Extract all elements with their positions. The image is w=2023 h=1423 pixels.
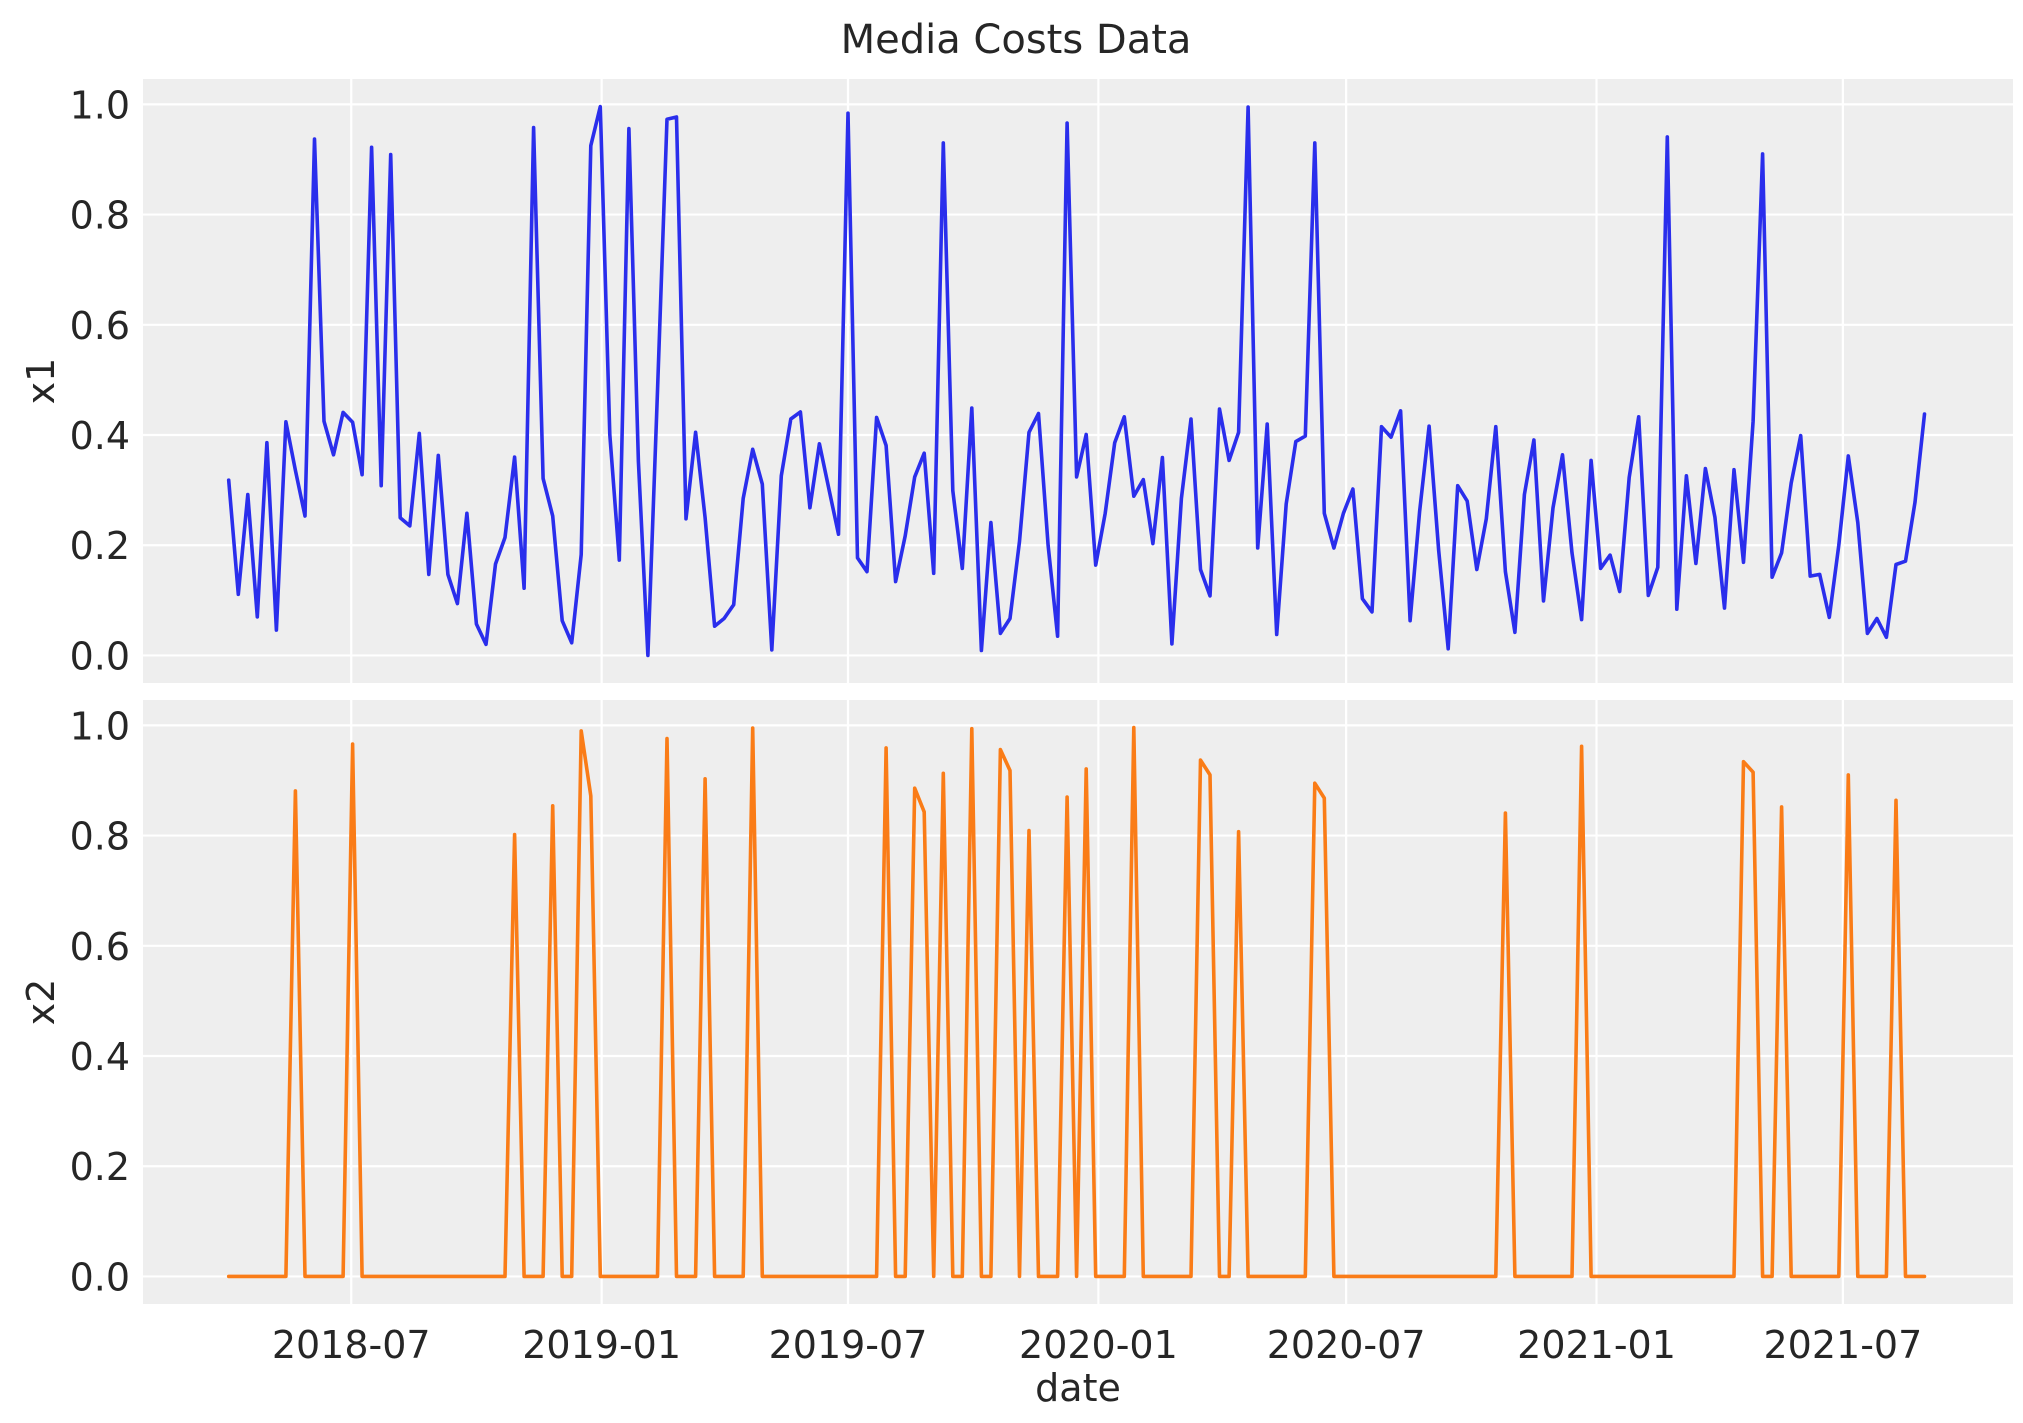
series-line-x1 <box>226 104 1927 658</box>
y-tick-label: 0.4 <box>70 1035 130 1079</box>
y-axis-label: x2 <box>19 979 63 1026</box>
panel-x1: 0.0 0.2 0.4 0.6 0.8 1.0 x1 <box>19 79 2013 683</box>
x-tick-label: 2020-07 <box>1267 1323 1426 1367</box>
x-tick-label: 2018-07 <box>272 1323 431 1367</box>
x-tick-label: 2020-01 <box>1019 1323 1178 1367</box>
y-axis-label: x1 <box>19 358 63 405</box>
chart-title: Media Costs Data <box>841 17 1192 63</box>
y-tick-label: 1.0 <box>70 83 130 127</box>
y-tick-label: 0.6 <box>70 925 130 969</box>
x-tick-label: 2019-01 <box>522 1323 681 1367</box>
y-tick-label: 0.6 <box>70 304 130 348</box>
x-tick-label: 2019-07 <box>769 1323 928 1367</box>
y-tick-label: 0.8 <box>70 815 130 859</box>
data-points-x1 <box>228 106 1925 656</box>
x-axis-label: date <box>1035 1366 1121 1410</box>
plot-background <box>143 79 2013 683</box>
y-tick-label: 0.4 <box>70 414 130 458</box>
y-tick-label: 0.2 <box>70 1145 130 1189</box>
data-points-x2 <box>228 727 1925 1277</box>
y-tick-label: 1.0 <box>70 704 130 748</box>
y-tick-label: 0.2 <box>70 524 130 568</box>
y-tick-label: 0.0 <box>70 634 130 678</box>
x-tick-label: 2021-01 <box>1517 1323 1676 1367</box>
series-line-x2 <box>226 725 1927 1279</box>
y-tick-label: 0.8 <box>70 194 130 238</box>
x-tick-label: 2021-07 <box>1763 1323 1922 1367</box>
panel-x2: 2018-07 2019-01 2019-07 2020-01 2020-07 2021-… <box>19 700 2013 1367</box>
y-tick-label: 0.0 <box>70 1255 130 1299</box>
